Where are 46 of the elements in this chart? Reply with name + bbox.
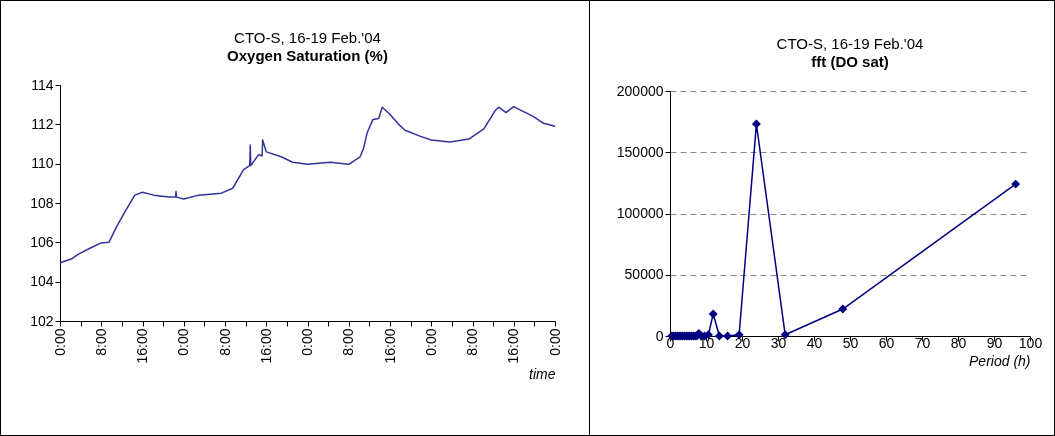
x-tick-label: 100	[1018, 334, 1043, 351]
x-tick-label: 0:00	[546, 328, 563, 356]
x-tick-label: 0:00	[422, 328, 439, 356]
y-tick-label: 106	[30, 233, 54, 250]
x-axis-title: Period (h)	[969, 352, 1031, 369]
x-tick-label: 8:00	[464, 328, 480, 356]
y-tick-label: 104	[30, 273, 54, 290]
y-tick-label: 100000	[616, 205, 664, 221]
point	[751, 119, 761, 129]
y-tick-label: 108	[30, 194, 54, 211]
point	[723, 331, 733, 341]
x-tick-label: 90	[986, 334, 1003, 351]
x-tick-label: 16:00	[134, 328, 150, 364]
x-tick-label: 16:00	[505, 328, 522, 364]
point	[838, 304, 848, 314]
x-tick-label: 0:00	[175, 328, 192, 356]
y-tick-label: 110	[31, 155, 54, 172]
chart-title: CTO-S, 16-19 Feb.'04	[234, 29, 381, 46]
x-tick-label: 8:00	[340, 328, 357, 356]
y-tick-label: 50000	[624, 266, 664, 283]
x-tick-label: 30	[770, 334, 787, 351]
x-tick-label: 50	[842, 334, 859, 351]
y-tick-label: 150000	[616, 143, 664, 160]
line-series	[59, 105, 556, 264]
point	[708, 309, 718, 319]
x-axis-title: time	[529, 365, 556, 382]
x-tick-label: 40	[806, 334, 823, 351]
x-tick-label: 0:00	[51, 328, 68, 356]
y-tick-label: 200000	[616, 82, 664, 99]
y-tick-label: 114	[31, 76, 54, 93]
chart-subtitle: fft (DO sat)	[811, 53, 889, 70]
x-tick-label: 60	[878, 334, 895, 351]
y-tick-label: 112	[31, 115, 54, 132]
x-tick-label: 8:00	[216, 328, 233, 356]
point	[1011, 179, 1021, 189]
x-tick-label: 8:00	[92, 328, 109, 356]
y-tick-label: 102	[30, 312, 54, 329]
chart-subtitle: Oxygen Saturation (%)	[227, 47, 388, 64]
x-tick-label: 70	[914, 334, 931, 351]
chart-title: CTO-S, 16-19 Feb.'04	[776, 35, 924, 52]
point	[714, 331, 724, 341]
x-tick-label: 16:00	[381, 328, 398, 364]
x-tick-label: 80	[950, 334, 967, 351]
x-tick-label: 20	[734, 334, 751, 351]
x-tick-label: 0:00	[299, 328, 315, 356]
x-tick-label: 16:00	[257, 328, 274, 364]
